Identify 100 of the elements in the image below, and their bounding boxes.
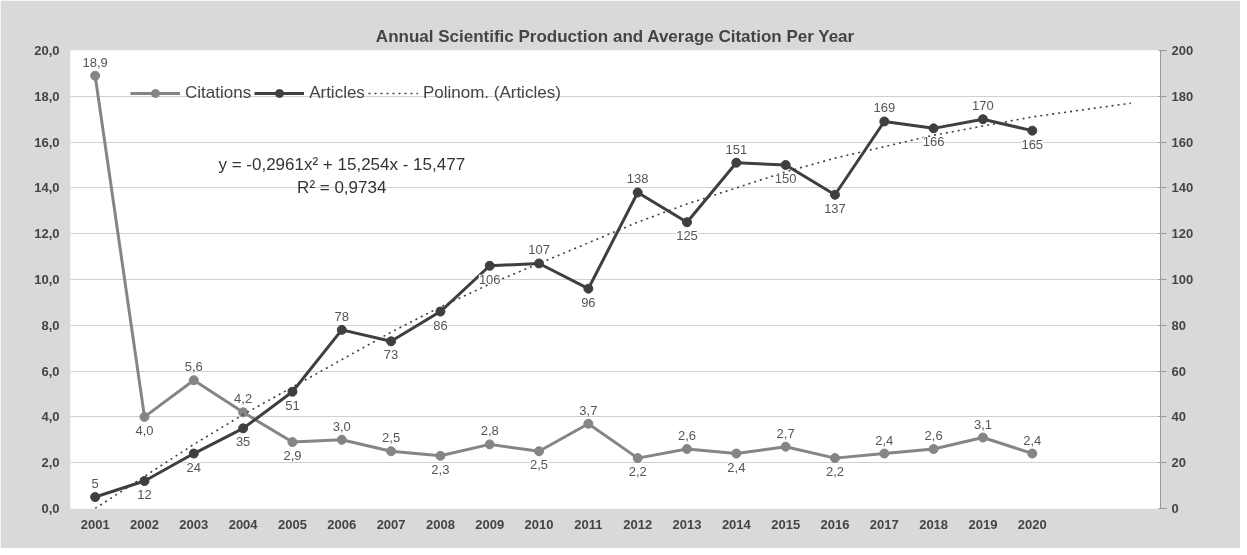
point xyxy=(287,386,298,397)
point xyxy=(90,492,101,503)
data-label: 24 xyxy=(186,459,202,475)
data-label: 86 xyxy=(433,317,448,333)
legend-label: Articles xyxy=(309,83,365,103)
x-tick-label: 2001 xyxy=(80,516,110,532)
point xyxy=(928,443,939,454)
x-tick-label: 2004 xyxy=(228,516,259,532)
y2-tick-label: 140 xyxy=(1171,180,1194,196)
point xyxy=(879,448,890,459)
x-tick-label: 2009 xyxy=(475,516,505,532)
y-tick-label: 8,0 xyxy=(41,317,60,333)
x-tick-label: 2015 xyxy=(771,516,801,532)
point xyxy=(632,453,643,464)
data-label: 51 xyxy=(285,397,300,413)
y-tick-label: 0,0 xyxy=(41,501,60,516)
annotation: y = -0,2961x² + 15,254x - 15,477 R² = 0,9734 xyxy=(218,155,466,198)
point xyxy=(238,423,249,434)
y-tick-label: 6,0 xyxy=(41,363,60,379)
point xyxy=(583,418,594,429)
point xyxy=(90,70,101,81)
y2-tick-label: 60 xyxy=(1171,363,1186,379)
data-label: 96 xyxy=(581,294,596,310)
point xyxy=(534,446,545,457)
data-label: 2,2 xyxy=(825,464,845,480)
data-label: 2,7 xyxy=(776,425,795,441)
point xyxy=(977,432,988,443)
data-label: 78 xyxy=(334,308,350,324)
y-tick-label: 14,0 xyxy=(34,180,60,196)
data-label: 2,5 xyxy=(530,457,549,473)
x-tick-label: 2010 xyxy=(524,516,554,532)
data-label: 18,9 xyxy=(82,54,108,70)
point xyxy=(287,437,298,448)
chart-title: Annual Scientific Production and Average Citation Per Year xyxy=(375,26,855,46)
data-label: 2,5 xyxy=(382,430,401,446)
data-label: 151 xyxy=(725,141,748,157)
data-label: 4,0 xyxy=(135,422,154,438)
data-label: 5,6 xyxy=(184,359,203,375)
point xyxy=(829,189,840,200)
point xyxy=(731,157,742,168)
point xyxy=(435,306,446,317)
y-tick-label: 16,0 xyxy=(34,134,60,150)
y-tick-label: 20,0 xyxy=(34,43,60,58)
point xyxy=(583,283,594,294)
data-label: 2,9 xyxy=(283,448,302,464)
point xyxy=(780,441,791,452)
x-tick-label: 2014 xyxy=(721,516,752,532)
legend-label: Citations xyxy=(185,83,252,103)
point xyxy=(188,375,199,386)
point xyxy=(484,260,495,271)
point xyxy=(731,448,742,459)
y2-tick-label: 120 xyxy=(1171,226,1194,242)
data-label: 3,7 xyxy=(579,402,598,418)
y-tick-label: 18,0 xyxy=(34,88,60,104)
data-label: 3,0 xyxy=(332,418,351,434)
data-label: 73 xyxy=(383,347,399,363)
data-label: 137 xyxy=(824,200,846,216)
point xyxy=(928,123,939,134)
data-label: 2,4 xyxy=(727,459,746,475)
point xyxy=(435,450,446,461)
point xyxy=(238,407,249,418)
x-tick-label: 2017 xyxy=(869,516,899,532)
data-label: 12 xyxy=(137,487,152,503)
point xyxy=(484,439,495,450)
y2-tick-label: 100 xyxy=(1171,272,1194,287)
y-tick-label: 2,0 xyxy=(41,455,60,471)
x-tick-label: 2002 xyxy=(130,516,159,532)
point xyxy=(336,324,347,335)
data-label: 5 xyxy=(91,476,99,492)
legend-label: Polinom. (Articles) xyxy=(422,83,561,103)
x-tick-label: 2007 xyxy=(376,516,406,532)
y2-tick-label: 200 xyxy=(1171,43,1194,58)
data-label: 107 xyxy=(528,242,550,258)
x-tick-label: 2019 xyxy=(968,516,998,532)
data-label: 169 xyxy=(873,100,896,116)
point xyxy=(879,116,890,127)
point xyxy=(534,258,545,269)
point xyxy=(139,411,150,422)
y2-tick-label: 20 xyxy=(1171,455,1186,471)
y2-tick-label: 160 xyxy=(1171,134,1194,150)
data-label: 2,2 xyxy=(628,464,647,480)
x-tick-label: 2020 xyxy=(1017,516,1047,532)
x-tick-label: 2008 xyxy=(425,516,455,532)
x-tick-label: 2013 xyxy=(672,516,702,532)
data-label: 165 xyxy=(1021,136,1044,152)
point xyxy=(336,434,347,445)
point xyxy=(386,446,397,457)
y-tick-label: 12,0 xyxy=(34,226,60,242)
y2-tick-label: 0 xyxy=(1171,501,1179,516)
x-tick-label: 2011 xyxy=(574,516,603,532)
x-tick-label: 2003 xyxy=(179,516,209,532)
data-label: 4,2 xyxy=(234,391,253,407)
data-label: 138 xyxy=(626,171,649,187)
point xyxy=(139,476,150,487)
y2-tick-label: 40 xyxy=(1171,409,1186,425)
x-tick-label: 2005 xyxy=(277,516,307,532)
data-label: 106 xyxy=(478,271,501,287)
point xyxy=(682,443,693,454)
point xyxy=(188,448,199,459)
x-tick-label: 2012 xyxy=(623,516,653,532)
